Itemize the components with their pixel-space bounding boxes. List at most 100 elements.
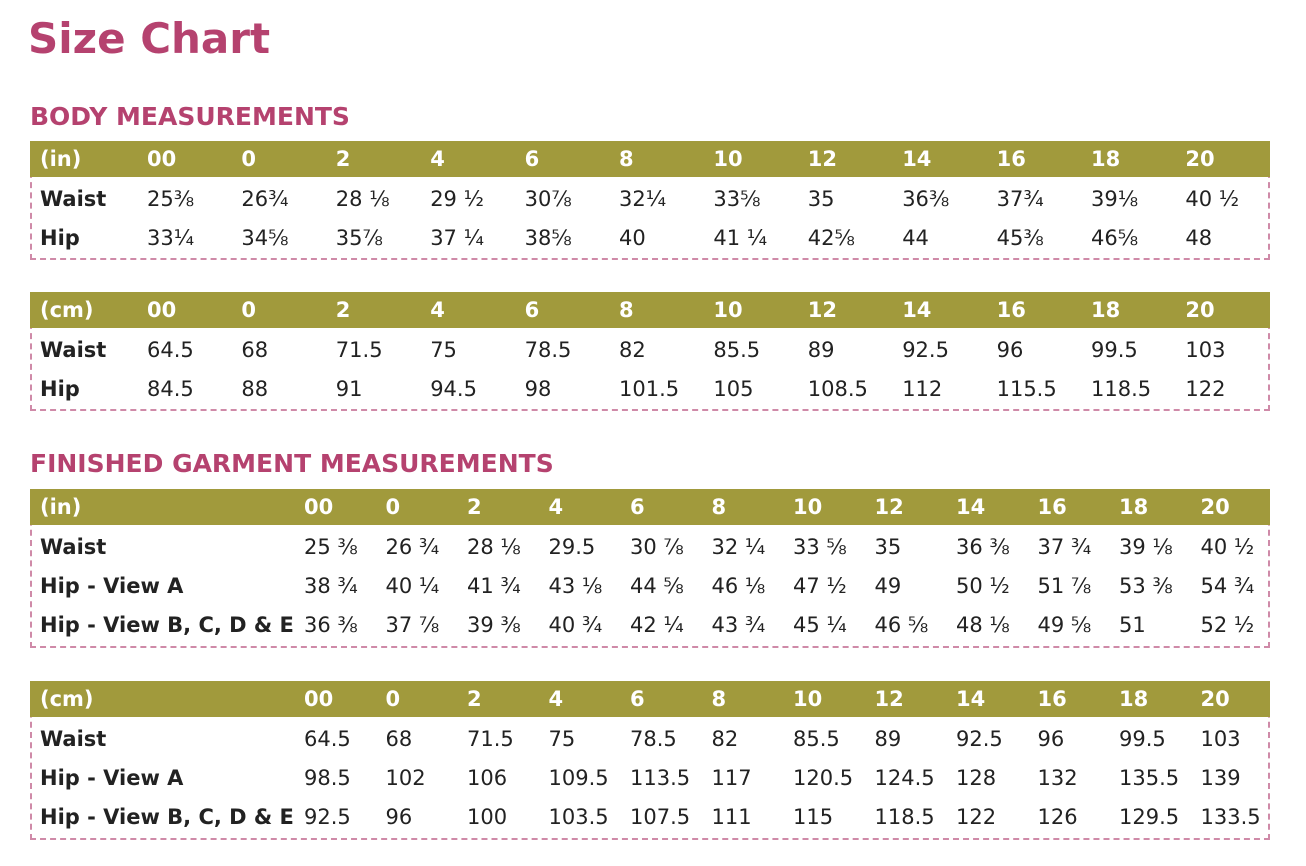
section-heading: FINISHED GARMENT MEASUREMENTS <box>30 449 554 478</box>
cell-value: 33 ⅝ <box>793 535 847 559</box>
cell-value: 129.5 <box>1119 805 1180 829</box>
cell-value: 85.5 <box>793 727 840 751</box>
row-label: Waist <box>40 187 107 211</box>
cell-value: 36 ⅜ <box>304 613 358 637</box>
cell-value: 35 <box>807 187 835 211</box>
cell-value: 43 ¾ <box>711 613 766 637</box>
cell-value: 103.5 <box>548 805 609 829</box>
cell-value: 38 ¾ <box>304 574 358 598</box>
cell-value: 85.5 <box>713 338 761 362</box>
cell-value: 89 <box>807 338 835 362</box>
cell-value: 122 <box>1185 376 1226 401</box>
cell-value: 43 ⅛ <box>548 574 603 598</box>
cell-value: 132 <box>1037 766 1078 790</box>
table-border <box>30 292 1270 411</box>
cell-value: 106 <box>467 766 508 790</box>
cell-value: 44 ⅝ <box>630 574 684 598</box>
cell-value: 82 <box>711 727 739 751</box>
cell-value: 96 <box>1037 727 1065 751</box>
cell-value: 92.5 <box>304 805 351 829</box>
cell-value: 115 <box>793 805 834 829</box>
cell-value: 42⅝ <box>807 225 855 250</box>
size-header: 2 <box>335 147 351 171</box>
table-border <box>30 489 1270 648</box>
cell-value: 26 ¾ <box>385 535 440 559</box>
size-header: 6 <box>524 147 540 171</box>
size-header: 14 <box>902 298 932 322</box>
cell-value: 84.5 <box>147 376 194 401</box>
size-header: 20 <box>1185 147 1215 171</box>
table-border <box>30 681 1270 840</box>
cell-value: 46 ⅛ <box>711 574 766 598</box>
size-header: 10 <box>793 495 823 519</box>
cell-value: 46⅝ <box>1091 225 1139 250</box>
row-label: Hip <box>40 225 80 250</box>
cell-value: 26¾ <box>241 187 289 211</box>
size-header: 18 <box>1091 298 1121 322</box>
cell-value: 133.5 <box>1200 805 1261 829</box>
size-header: 4 <box>548 495 564 519</box>
cell-value: 53 ⅜ <box>1119 574 1173 598</box>
size-header: 8 <box>619 147 634 171</box>
cell-value: 139 <box>1200 766 1241 790</box>
cell-value: 126 <box>1037 805 1078 829</box>
cell-value: 75 <box>548 727 576 751</box>
cell-value: 28 ⅛ <box>467 535 521 559</box>
cell-value: 37 ⅞ <box>385 613 440 637</box>
size-header: 14 <box>956 495 986 519</box>
cell-value: 35 <box>874 535 902 559</box>
row-label: Waist <box>40 535 107 559</box>
cell-value: 68 <box>385 727 413 751</box>
row-label: Waist <box>40 727 107 751</box>
cell-value: 51 ⅞ <box>1037 574 1092 598</box>
section-heading: BODY MEASUREMENTS <box>30 102 350 131</box>
size-header: 16 <box>996 298 1026 322</box>
cell-value: 92.5 <box>956 727 1003 751</box>
cell-value: 36 ⅜ <box>956 535 1010 559</box>
row-label: Hip - View A <box>40 574 184 598</box>
header-band <box>30 489 1270 525</box>
size-header: 8 <box>711 687 727 711</box>
size-header: 00 <box>304 495 334 519</box>
size-header: 6 <box>524 298 540 322</box>
size-header: 12 <box>807 298 838 322</box>
cell-value: 34⅝ <box>241 225 289 250</box>
cell-value: 48 ⅛ <box>956 613 1010 637</box>
cell-value: 92.5 <box>902 338 949 362</box>
unit-header: (in) <box>40 147 82 171</box>
cell-value: 36⅜ <box>902 187 950 211</box>
cell-value: 25 ⅜ <box>304 535 358 559</box>
size-header: 0 <box>385 687 401 711</box>
unit-header: (cm) <box>40 687 94 711</box>
cell-value: 100 <box>467 805 508 829</box>
cell-value: 102 <box>385 766 426 790</box>
cell-value: 88 <box>241 376 269 401</box>
cell-value: 103 <box>1185 338 1226 362</box>
unit-header: (in) <box>40 495 82 519</box>
cell-value: 39⅛ <box>1091 187 1139 211</box>
size-header: 4 <box>430 147 445 171</box>
cell-value: 98.5 <box>304 766 351 790</box>
cell-value: 117 <box>711 766 752 790</box>
size-header: 2 <box>467 687 482 711</box>
size-header: 0 <box>241 147 257 171</box>
cell-value: 51 <box>1119 613 1146 637</box>
cell-value: 45⅜ <box>996 225 1044 250</box>
size-header: 16 <box>1037 687 1067 711</box>
header-band <box>30 681 1270 717</box>
row-label: Hip - View B, C, D & E <box>40 613 294 637</box>
cell-value: 99.5 <box>1119 727 1166 751</box>
cell-value: 40 ¼ <box>385 574 440 598</box>
cell-value: 39 ⅛ <box>1119 535 1173 559</box>
cell-value: 46 ⅝ <box>874 613 929 637</box>
cell-value: 48 <box>1185 225 1213 250</box>
cell-value: 28 ⅛ <box>335 187 390 211</box>
cell-value: 25⅜ <box>147 187 195 211</box>
size-header: 18 <box>1091 147 1121 171</box>
cell-value: 49 <box>874 574 902 598</box>
header-band <box>30 141 1270 177</box>
cell-value: 96 <box>385 805 413 829</box>
cell-value: 44 <box>902 225 929 250</box>
cell-value: 41 ¼ <box>713 225 768 250</box>
